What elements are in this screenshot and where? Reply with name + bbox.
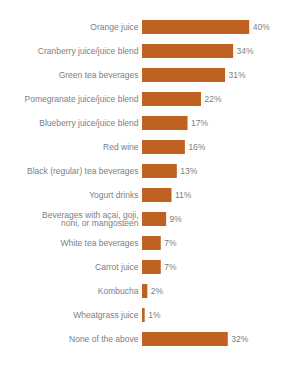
svg-text:9%: 9% [170,214,183,224]
svg-text:11%: 11% [175,190,192,200]
svg-text:Pomegranate juice/juice blend: Pomegranate juice/juice blend [25,94,139,104]
svg-text:None of the above: None of the above [69,334,139,344]
svg-text:Blueberry juice/juice blend: Blueberry juice/juice blend [39,118,138,128]
svg-text:Wheatgrass juice: Wheatgrass juice [73,310,138,320]
svg-text:2%: 2% [151,286,164,296]
svg-text:31%: 31% [229,70,246,80]
svg-text:Green tea beverages: Green tea beverages [59,70,139,80]
svg-text:Cranberry juice/juice blend: Cranberry juice/juice blend [38,46,139,56]
svg-text:7%: 7% [164,238,177,248]
svg-text:22%: 22% [204,94,221,104]
svg-text:Orange juice: Orange juice [90,22,138,32]
svg-text:Red wine: Red wine [103,142,139,152]
svg-text:Carrot juice: Carrot juice [95,262,139,272]
svg-text:16%: 16% [188,142,205,152]
svg-text:34%: 34% [237,46,254,56]
svg-text:17%: 17% [191,118,208,128]
svg-text:1%: 1% [148,310,161,320]
svg-text:Kombucha: Kombucha [98,286,139,296]
svg-text:White tea beverages: White tea beverages [61,238,139,248]
svg-text:Black (regular) tea beverages: Black (regular) tea beverages [27,166,139,176]
svg-text:32%: 32% [231,334,248,344]
svg-text:Yogurt drinks: Yogurt drinks [89,190,138,200]
svg-text:7%: 7% [164,262,177,272]
svg-text:13%: 13% [180,166,197,176]
svg-text:Beverages with açai, goji,noni: Beverages with açai, goji,noni, or mango… [42,210,139,229]
svg-text:40%: 40% [253,22,270,32]
